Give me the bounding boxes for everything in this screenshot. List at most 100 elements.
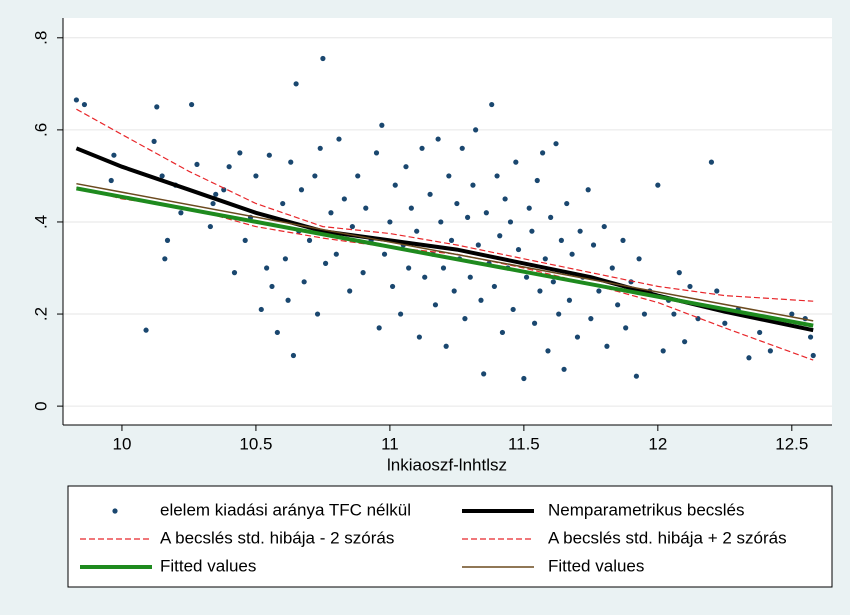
point — [285, 297, 291, 303]
point — [322, 260, 329, 266]
point — [398, 311, 404, 317]
point — [264, 265, 270, 271]
legend-label: Fitted values — [160, 556, 256, 575]
point — [266, 152, 272, 158]
point — [623, 325, 629, 331]
point — [422, 274, 428, 280]
point — [596, 288, 602, 294]
point — [221, 187, 227, 193]
point — [451, 288, 457, 294]
point — [789, 311, 795, 317]
point — [633, 373, 640, 379]
legend-label: Nemparametrikus becslés — [548, 500, 745, 519]
point — [414, 228, 420, 234]
point — [320, 55, 326, 62]
point — [746, 355, 752, 361]
point — [341, 196, 347, 202]
x-tick-label: 11.5 — [508, 434, 540, 453]
point — [301, 279, 307, 285]
point — [620, 237, 626, 243]
point — [231, 270, 238, 276]
point — [290, 352, 297, 359]
point — [569, 251, 575, 257]
point — [111, 152, 117, 158]
point — [189, 101, 195, 108]
point — [604, 343, 610, 349]
point — [312, 173, 318, 179]
y-tick-label: 0 — [31, 401, 50, 410]
point — [609, 265, 615, 271]
point — [676, 270, 682, 276]
point — [540, 150, 546, 156]
point — [807, 334, 814, 340]
point — [306, 237, 313, 243]
point — [481, 371, 487, 377]
point — [810, 352, 816, 359]
point — [314, 311, 321, 317]
point — [499, 329, 506, 336]
legend-label: Fitted values — [548, 556, 644, 575]
point — [178, 210, 184, 216]
point — [590, 242, 597, 248]
point — [81, 101, 88, 108]
point — [491, 283, 497, 290]
legend-label: A becslés std. hibája + 2 szórás — [548, 528, 787, 547]
point — [556, 311, 562, 317]
point — [406, 265, 412, 271]
point — [708, 159, 715, 165]
point — [253, 173, 259, 179]
point — [379, 122, 385, 128]
point — [507, 219, 514, 225]
x-tick-label: 10 — [112, 434, 131, 453]
point — [328, 210, 334, 216]
point — [416, 334, 422, 340]
point — [333, 251, 339, 257]
point — [537, 288, 543, 294]
point — [293, 81, 299, 87]
point — [151, 138, 157, 144]
point — [561, 366, 567, 372]
point — [159, 173, 165, 179]
point — [432, 302, 439, 308]
point — [577, 228, 583, 234]
line — [76, 182, 814, 322]
point — [269, 283, 275, 290]
point — [381, 251, 388, 257]
point — [545, 348, 551, 354]
point — [392, 182, 398, 188]
point — [641, 311, 648, 317]
point — [282, 256, 288, 262]
point — [108, 177, 114, 184]
point — [464, 214, 471, 220]
point — [164, 237, 171, 243]
x-tick-label: 12 — [648, 434, 667, 453]
point — [542, 256, 548, 262]
point — [317, 145, 323, 151]
point — [288, 159, 294, 165]
point — [722, 320, 728, 326]
x-tick-label: 12.5 — [775, 434, 808, 453]
point — [558, 237, 564, 243]
point — [473, 127, 479, 133]
point — [143, 327, 149, 333]
point — [550, 279, 556, 285]
point — [210, 200, 216, 207]
point — [73, 97, 79, 103]
point — [162, 256, 168, 262]
point — [154, 104, 160, 110]
legend-swatch — [112, 508, 118, 514]
point — [408, 205, 414, 211]
point — [553, 141, 559, 147]
point — [687, 283, 693, 290]
point — [448, 237, 455, 243]
point — [564, 200, 570, 207]
point — [510, 306, 516, 313]
x-tick-label: 11 — [381, 434, 399, 453]
y-tick-label: .2 — [31, 307, 50, 321]
point — [478, 297, 484, 303]
point — [363, 205, 369, 211]
point — [194, 161, 200, 168]
point — [494, 173, 500, 179]
point — [470, 182, 476, 188]
